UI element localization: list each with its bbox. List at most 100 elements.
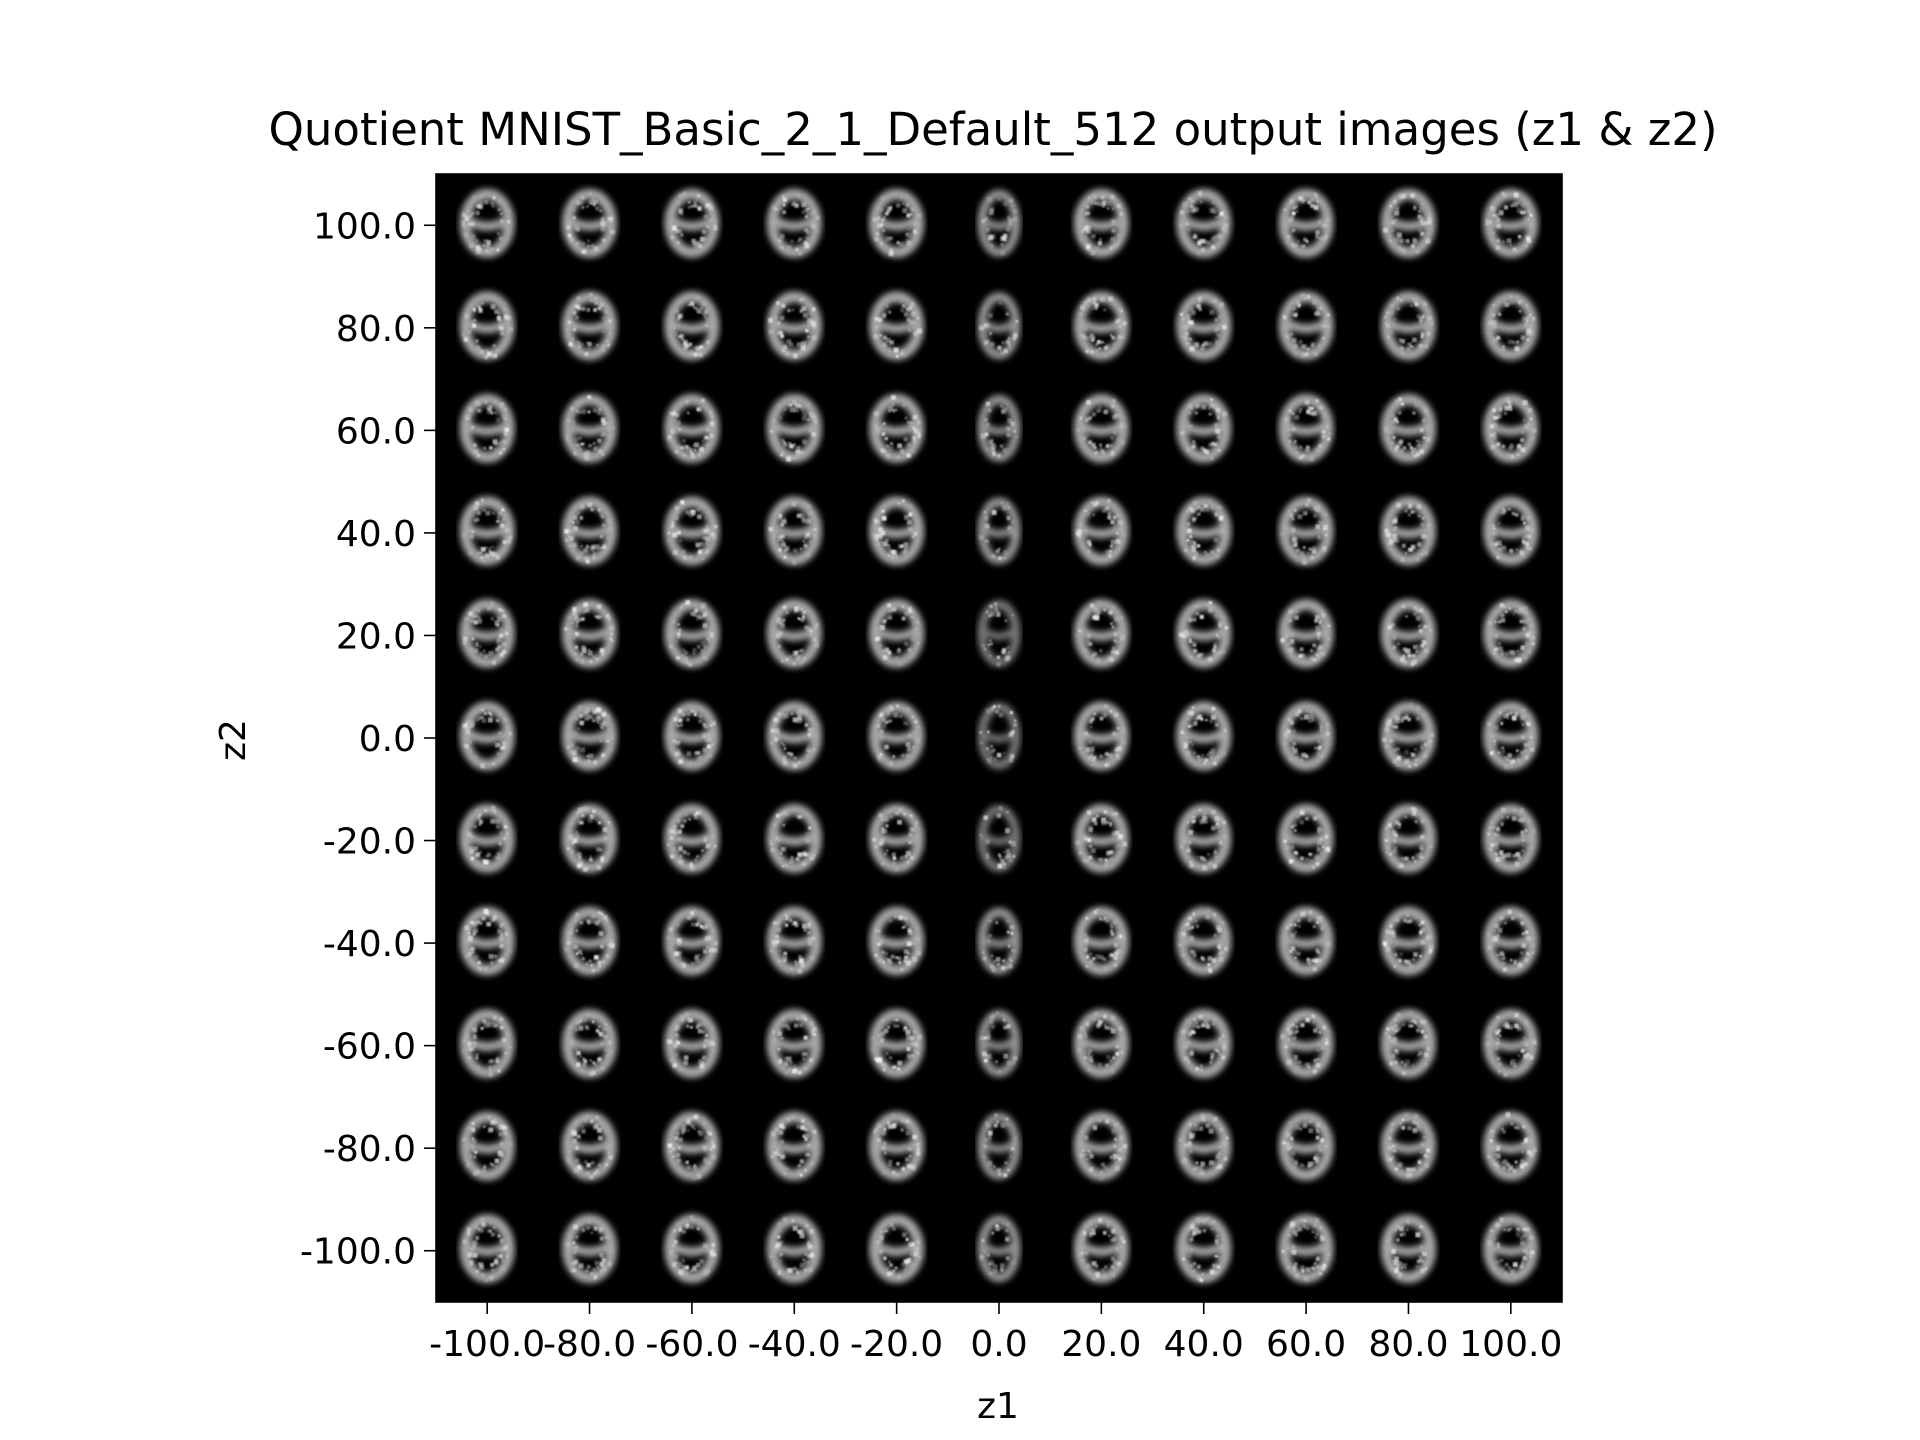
digit-image-cell (1176, 291, 1232, 361)
digit-image-cell (1483, 291, 1539, 361)
y-tick-label: -80.0 (323, 1129, 416, 1170)
digit-image-cell (1176, 1009, 1232, 1079)
digit-image-cell (459, 1009, 515, 1079)
x-axis-ticks: -100.0-80.0 -60.0 -40.0 -20.0 0.0 20.0 40.0 60.… (429, 1302, 1562, 1365)
digit-image-cell (1073, 291, 1129, 361)
digit-image-cell (1176, 1111, 1232, 1181)
digit-image-cell (1278, 393, 1334, 463)
y-axis-label: z2 (213, 719, 254, 761)
digit-image-cell (1176, 496, 1232, 566)
digit-image-cell (766, 188, 822, 258)
digit-image-cell (766, 701, 822, 771)
digit-image-cell (1380, 291, 1436, 361)
digit-image-cell (459, 1111, 515, 1181)
digit-image-cell (1176, 1214, 1232, 1284)
digit-image-cell (1380, 496, 1436, 566)
digit-image-cell (459, 701, 515, 771)
digit-image-cell (869, 496, 925, 566)
digit-image-cell (1380, 804, 1436, 874)
digit-image-cell (562, 291, 618, 361)
digit-image-cell (1073, 804, 1129, 874)
digit-image-cell (1176, 393, 1232, 463)
digit-image-cell (562, 188, 618, 258)
digit-image-cell (977, 394, 1021, 462)
digit-image-cell (459, 393, 515, 463)
digit-image-cell (1073, 393, 1129, 463)
image-grid (459, 188, 1539, 1284)
digit-image-cell (1483, 701, 1539, 771)
y-tick-label: -60.0 (323, 1027, 416, 1068)
digit-image-cell (1380, 1214, 1436, 1284)
y-tick-label: -100.0 (300, 1232, 416, 1273)
digit-image-cell (664, 188, 720, 258)
digit-image-cell (562, 1214, 618, 1284)
digit-image-cell (1176, 804, 1232, 874)
digit-image-cell (869, 188, 925, 258)
digit-image-cell (1073, 598, 1129, 668)
digit-image-cell (869, 804, 925, 874)
x-tick-label: 100.0 (1459, 1324, 1562, 1365)
digit-image-cell (459, 804, 515, 874)
digit-image-cell (1278, 804, 1334, 874)
chart-title: Quotient MNIST_Basic_2_1_Default_512 out… (268, 103, 1717, 156)
y-tick-label: 40.0 (336, 514, 416, 555)
digit-image-cell (1073, 1111, 1129, 1181)
digit-image-cell (1278, 188, 1334, 258)
digit-image-cell (1380, 598, 1436, 668)
y-tick-label: -20.0 (323, 822, 416, 863)
digit-image-cell (562, 496, 618, 566)
digit-image-cell (562, 393, 618, 463)
digit-image-cell (977, 292, 1021, 360)
digit-image-cell (1073, 1214, 1129, 1284)
digit-image-cell (664, 701, 720, 771)
x-tick-label: -60.0 (645, 1324, 738, 1365)
digit-image-cell (1380, 1009, 1436, 1079)
digit-image-cell (766, 1009, 822, 1079)
x-tick-label: 40.0 (1164, 1324, 1244, 1365)
digit-image-cell (1278, 1111, 1334, 1181)
digit-image-cell (1278, 496, 1334, 566)
digit-image-cell (1380, 188, 1436, 258)
digit-image-cell (664, 1009, 720, 1079)
y-tick-label: 0.0 (359, 719, 416, 760)
digit-image-cell (869, 906, 925, 976)
digit-image-cell (1278, 906, 1334, 976)
x-tick-label: 80.0 (1368, 1324, 1448, 1365)
digit-image-cell (1278, 291, 1334, 361)
y-tick-label: 100.0 (313, 206, 416, 247)
digit-image-cell (766, 1111, 822, 1181)
digit-image-cell (977, 497, 1021, 565)
y-tick-label: -40.0 (323, 924, 416, 965)
digit-image-cell (1483, 598, 1539, 668)
digit-image-cell (1176, 188, 1232, 258)
digit-image-cell (977, 805, 1021, 873)
digit-image-cell (869, 1111, 925, 1181)
digit-image-cell (1073, 701, 1129, 771)
digit-image-cell (766, 393, 822, 463)
y-tick-label: 20.0 (336, 616, 416, 657)
x-tick-label: -80.0 (543, 1324, 636, 1365)
digit-image-cell (1176, 701, 1232, 771)
digit-image-cell (766, 1214, 822, 1284)
digit-image-cell (562, 804, 618, 874)
digit-image-cell (664, 291, 720, 361)
digit-image-cell (766, 804, 822, 874)
digit-image-cell (1278, 1009, 1334, 1079)
digit-image-cell (664, 804, 720, 874)
digit-image-cell (977, 1215, 1021, 1283)
x-tick-label: 0.0 (970, 1324, 1027, 1365)
digit-image-cell (459, 598, 515, 668)
y-tick-label: 80.0 (336, 309, 416, 350)
digit-image-cell (977, 599, 1021, 667)
digit-image-cell (1380, 906, 1436, 976)
digit-image-cell (664, 393, 720, 463)
digit-image-cell (1483, 188, 1539, 258)
x-tick-label: 20.0 (1061, 1324, 1141, 1365)
digit-image-cell (977, 702, 1021, 770)
digit-image-cell (766, 291, 822, 361)
digit-image-cell (977, 907, 1021, 975)
digit-image-cell (1278, 1214, 1334, 1284)
digit-image-cell (869, 701, 925, 771)
x-tick-label: -20.0 (850, 1324, 943, 1365)
